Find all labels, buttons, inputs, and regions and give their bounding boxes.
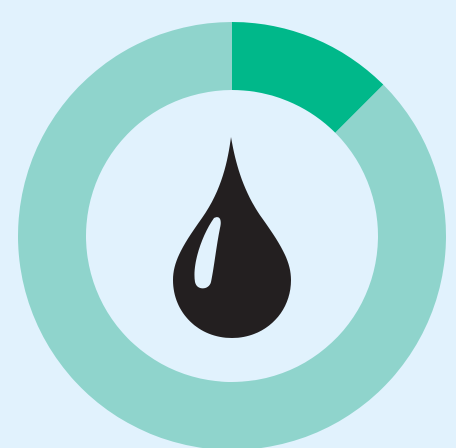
donut-slice-2 bbox=[18, 22, 446, 448]
donut-slice-1 bbox=[232, 22, 384, 133]
oil-drop-icon bbox=[173, 137, 291, 338]
donut-slices bbox=[18, 22, 446, 448]
oil-drop-shape bbox=[173, 137, 291, 338]
oil-drop-highlight bbox=[194, 217, 221, 289]
